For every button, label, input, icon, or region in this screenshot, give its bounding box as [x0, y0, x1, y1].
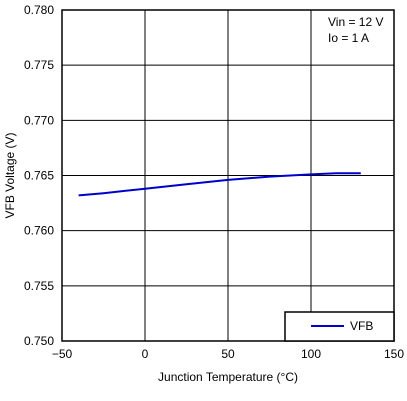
- y-tick-label: 0.760: [24, 224, 54, 238]
- y-tick-label: 0.775: [24, 58, 54, 72]
- x-tick-label: 0: [142, 347, 149, 361]
- annotation-text: Vin = 12 V: [328, 15, 384, 29]
- annotation-text: Io = 1 A: [328, 31, 369, 45]
- legend-box: [284, 311, 395, 342]
- legend: VFB: [284, 311, 395, 342]
- legend-label: VFB: [350, 319, 373, 333]
- grid-lines: [62, 10, 394, 341]
- series-layer: [78, 172, 361, 197]
- y-tick-labels: 0.750 0.755 0.760 0.765 0.770 0.775 0.780: [24, 3, 54, 348]
- y-tick-label: 0.780: [24, 3, 54, 17]
- annotations: Vin = 12 V Io = 1 A: [328, 15, 384, 45]
- series-line-vfb: [78, 172, 361, 197]
- plot-frame: [61, 9, 395, 342]
- x-tick-labels: −50 0 50 100 150: [52, 347, 405, 361]
- x-tick-label: 100: [301, 347, 321, 361]
- x-tick-label: 50: [221, 347, 235, 361]
- y-axis-label: VFB Voltage (V): [3, 132, 17, 218]
- y-tick-label: 0.770: [24, 113, 54, 127]
- x-axis-label: Junction Temperature (°C): [158, 370, 298, 384]
- y-tick-label: 0.750: [24, 334, 54, 348]
- y-tick-label: 0.755: [24, 279, 54, 293]
- y-tick-label: 0.765: [24, 169, 54, 183]
- x-tick-label: 150: [384, 347, 404, 361]
- x-tick-label: −50: [52, 347, 73, 361]
